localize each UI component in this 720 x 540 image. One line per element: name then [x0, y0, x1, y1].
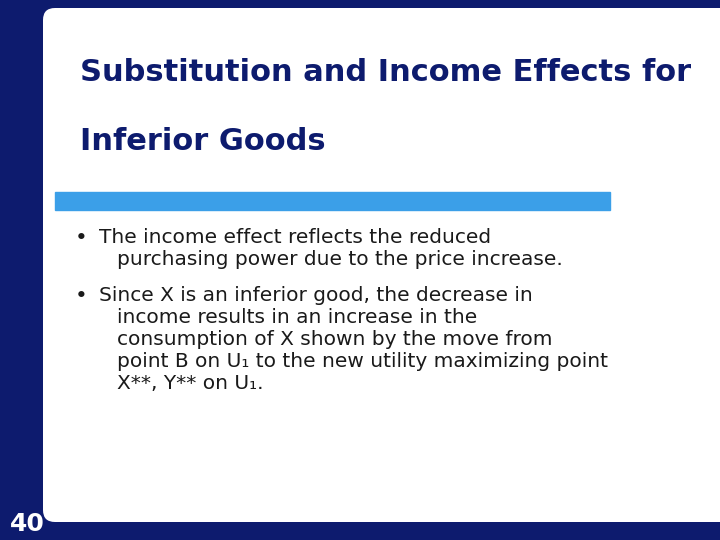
Text: X**, Y** on U₁.: X**, Y** on U₁. — [117, 374, 264, 393]
Bar — [55, 192, 610, 210]
Text: consumption of X shown by the move from: consumption of X shown by the move from — [117, 330, 552, 349]
Text: •: • — [75, 228, 88, 248]
Text: income results in an increase in the: income results in an increase in the — [117, 308, 477, 327]
Text: Since X is an inferior good, the decrease in: Since X is an inferior good, the decreas… — [99, 286, 533, 305]
Text: 40: 40 — [10, 512, 45, 536]
Text: •: • — [75, 286, 88, 306]
FancyBboxPatch shape — [43, 8, 720, 522]
Text: point B on U₁ to the new utility maximizing point: point B on U₁ to the new utility maximiz… — [117, 352, 608, 371]
Text: The income effect reflects the reduced: The income effect reflects the reduced — [99, 228, 491, 247]
Text: Inferior Goods: Inferior Goods — [80, 126, 325, 156]
Text: Substitution and Income Effects for: Substitution and Income Effects for — [80, 58, 691, 86]
Text: purchasing power due to the price increase.: purchasing power due to the price increa… — [117, 250, 563, 269]
